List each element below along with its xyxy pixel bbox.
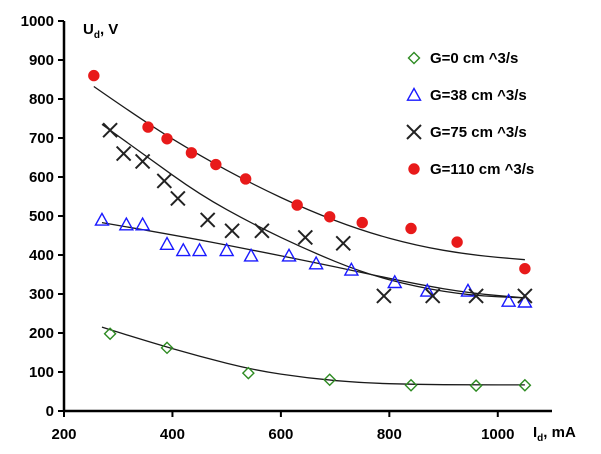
data-point-series-1 <box>241 366 255 380</box>
legend: G=0 cm ^3/s G=38 cm ^3/s G=75 cm ^3/s G=110… <box>406 50 534 178</box>
series-2-points <box>94 211 533 308</box>
y-axis-label-sub: d <box>94 30 100 41</box>
data-point-series-4 <box>323 211 336 223</box>
legend-label-4: G=110 cm ^3/s <box>430 161 534 178</box>
data-point-series-1 <box>518 378 532 392</box>
legend-item-2: G=38 cm ^3/s <box>406 87 527 104</box>
y-tick-label: 700 <box>29 130 54 147</box>
x-axis-label-rest: , mA <box>543 424 576 441</box>
y-tick-label: 900 <box>29 52 54 69</box>
data-point-series-3 <box>102 122 118 138</box>
data-point-series-3 <box>297 229 313 246</box>
legend-item-4: G=110 cm ^3/s <box>408 161 534 178</box>
data-point-series-3 <box>134 153 151 170</box>
data-point-series-4 <box>210 158 222 171</box>
points-layer <box>88 69 533 393</box>
legend-item-3: G=75 cm ^3/s <box>406 124 527 141</box>
data-point-series-3 <box>376 288 392 304</box>
y-tick-label: 200 <box>29 325 54 342</box>
ticks-layer: 0 100 200 300 400 500 600 700 800 900 1000 200 400 60… <box>21 13 515 443</box>
x-axis-label-sub: d <box>537 433 543 444</box>
y-tick-label: 1000 <box>21 13 54 30</box>
data-point-series-1 <box>323 373 337 387</box>
data-point-series-2 <box>94 211 110 226</box>
x-tick-label: 800 <box>377 426 402 443</box>
data-point-series-4 <box>161 133 173 145</box>
data-point-series-4 <box>405 222 417 235</box>
x-tick-label: 600 <box>268 426 293 443</box>
data-point-series-1 <box>160 341 174 355</box>
data-point-series-2 <box>308 255 324 270</box>
y-tick-label: 600 <box>29 169 54 186</box>
data-point-series-4 <box>185 147 198 159</box>
data-point-series-2 <box>159 236 175 250</box>
data-point-series-2 <box>419 282 435 297</box>
data-point-series-4 <box>239 173 252 185</box>
y-tick-label: 100 <box>29 364 54 381</box>
y-tick-label: 300 <box>29 286 54 303</box>
data-point-series-2 <box>218 242 235 257</box>
data-point-series-3 <box>224 223 240 239</box>
data-point-series-2 <box>281 247 297 262</box>
data-point-series-3 <box>199 212 216 228</box>
data-point-series-2 <box>343 261 360 276</box>
data-point-series-4 <box>519 262 531 275</box>
data-point-series-3 <box>335 235 351 252</box>
y-tick-label: 400 <box>29 247 54 264</box>
data-point-series-4 <box>88 69 100 82</box>
trend-line-series-1 <box>101 326 525 386</box>
x-tick-label: 200 <box>51 426 76 443</box>
data-point-series-3 <box>468 288 484 304</box>
data-point-series-2 <box>500 293 517 307</box>
data-point-series-4 <box>142 121 154 133</box>
x-axis-label-main: I <box>533 424 537 441</box>
series-4-points <box>88 69 531 275</box>
data-point-series-4 <box>451 236 463 248</box>
data-point-series-1 <box>404 378 418 392</box>
y-tick-label: 0 <box>46 403 54 420</box>
legend-marker-4 <box>408 163 420 175</box>
data-point-series-3 <box>156 173 173 189</box>
data-point-series-2 <box>175 242 191 257</box>
legend-label-3: G=75 cm ^3/s <box>430 124 527 141</box>
data-point-series-2 <box>517 293 533 308</box>
data-point-series-3 <box>254 223 270 239</box>
y-tick-label: 500 <box>29 208 54 225</box>
legend-marker-3 <box>406 124 422 140</box>
data-point-series-1 <box>103 327 117 341</box>
data-point-series-2 <box>118 216 135 231</box>
x-tick-label: 1000 <box>481 426 514 443</box>
series-1-points <box>103 327 532 393</box>
data-point-series-4 <box>356 216 368 229</box>
legend-item-1: G=0 cm ^3/s <box>407 50 518 67</box>
series-3-points <box>102 122 533 304</box>
data-point-series-2 <box>134 216 151 231</box>
legend-marker-2 <box>406 87 422 101</box>
axes-layer <box>62 21 552 413</box>
trend-line-series-2 <box>101 221 525 299</box>
x-tick-label: 400 <box>160 426 185 443</box>
data-point-series-3 <box>115 145 132 162</box>
y-axis-label-main: U <box>83 21 94 38</box>
legend-marker-1 <box>407 51 421 65</box>
legend-label-1: G=0 cm ^3/s <box>430 50 518 67</box>
y-tick-label: 800 <box>29 91 54 108</box>
data-point-series-3 <box>517 288 533 304</box>
data-point-series-3 <box>425 288 441 304</box>
legend-label-2: G=38 cm ^3/s <box>430 87 527 104</box>
data-point-series-1 <box>469 379 483 393</box>
data-point-series-2 <box>191 242 208 257</box>
data-point-series-2 <box>243 247 259 262</box>
x-axis-label: Id, mA <box>533 424 576 444</box>
data-point-series-2 <box>387 274 403 289</box>
data-point-series-3 <box>170 190 186 207</box>
y-axis-label: Ud, V <box>83 21 118 41</box>
y-axis-label-rest: , V <box>100 21 118 38</box>
trend-line-series-3 <box>101 123 525 299</box>
data-point-series-4 <box>291 199 303 211</box>
